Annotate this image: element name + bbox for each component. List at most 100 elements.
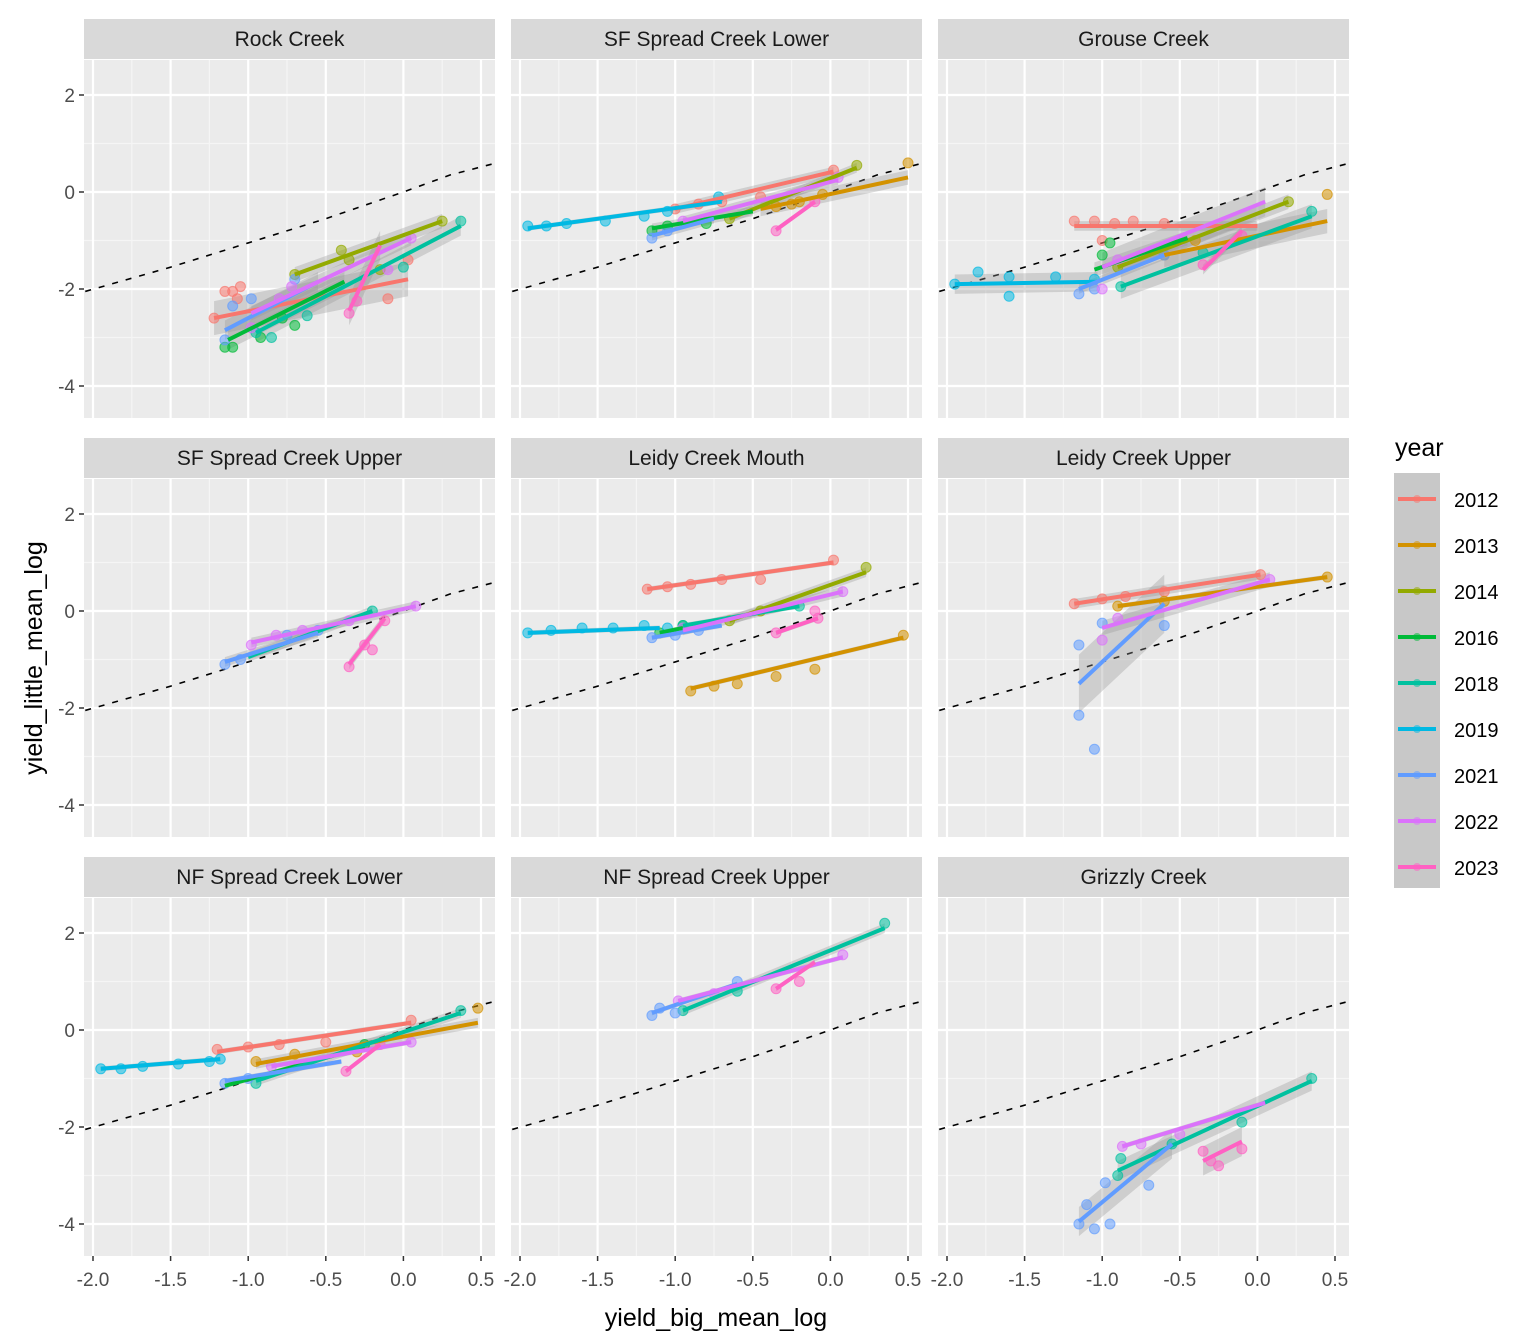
facet-strip <box>84 19 495 59</box>
panel-content <box>512 554 922 712</box>
panel-background <box>938 898 1349 1256</box>
fit-line-2021 <box>1077 602 1166 686</box>
legend-label: 2012 <box>1454 490 1499 512</box>
fit-line-2014 <box>1117 199 1290 270</box>
data-point-2023 <box>809 605 821 617</box>
fit-line-2021 <box>1077 1142 1174 1224</box>
x-tick-label: -1.0 <box>232 1270 265 1291</box>
legend-key-point <box>1413 541 1421 549</box>
reference-line <box>512 162 922 293</box>
fit-line-2018 <box>1120 214 1313 289</box>
legend-item-2018: 2018 <box>1398 674 1499 696</box>
data-point-2021 <box>1088 1223 1100 1235</box>
fit-line-2013 <box>690 635 904 691</box>
fit-line-2018 <box>682 926 886 1013</box>
legend-item-2013: 2013 <box>1398 536 1499 558</box>
panel-background <box>84 898 495 1256</box>
legend-key-point <box>1413 817 1421 825</box>
x-tick-label: -1.0 <box>1086 1270 1119 1291</box>
fit-line-2018 <box>255 224 462 335</box>
fit-line-2022 <box>1101 199 1266 270</box>
x-tick-label: 0.0 <box>390 1270 416 1291</box>
facet-panel: Leidy Creek Mouth <box>511 438 922 837</box>
data-point-2012 <box>382 293 394 305</box>
data-point-2013 <box>1321 188 1333 200</box>
fit-line-2023 <box>774 200 817 232</box>
fit-line-2022 <box>250 236 413 316</box>
data-point-2016 <box>1104 237 1116 249</box>
panel-background <box>511 898 922 1256</box>
x-tick-label: -1.5 <box>154 1270 187 1291</box>
fit-line-2023 <box>775 616 819 635</box>
fit-line-2016 <box>659 626 684 635</box>
data-point-2018 <box>879 917 891 929</box>
facet-title: NF Spread Creek Lower <box>176 866 402 889</box>
facet-title: SF Spread Creek Lower <box>604 28 829 51</box>
facet-title: SF Spread Creek Upper <box>177 447 402 470</box>
panel-content <box>85 581 495 712</box>
facet-strip <box>511 438 922 478</box>
legend-label: 2023 <box>1454 858 1499 880</box>
data-point-2018 <box>1306 205 1318 217</box>
legend-item-2022: 2022 <box>1398 812 1499 834</box>
panel-background <box>511 60 922 418</box>
reference-line <box>939 1000 1349 1131</box>
legend-item-2021: 2021 <box>1398 766 1499 788</box>
data-point-2018 <box>301 310 313 322</box>
y-tick-label: 0 <box>64 183 75 204</box>
panel-content <box>85 162 495 353</box>
facet-panel: SF Spread Creek Upper 2 0 -2 -4 <box>58 438 495 837</box>
x-tick-label: -2.0 <box>504 1270 537 1291</box>
data-point-2014 <box>860 561 872 573</box>
data-point-2021 <box>1073 639 1085 651</box>
fit-line-2023 <box>1202 1139 1243 1163</box>
fit-line-2023 <box>347 244 382 312</box>
y-tick-label: 2 <box>64 86 75 107</box>
y-tick-label: 0 <box>64 602 75 623</box>
data-point-2021 <box>1099 1177 1111 1189</box>
facet-panel: NF Spread Creek Upper -2.0 -1.5 -1.0 -0.5 0.0… <box>504 857 922 1291</box>
reference-line <box>85 581 495 712</box>
x-tick-label: -2.0 <box>77 1270 110 1291</box>
reference-line <box>85 1000 495 1131</box>
fit-line-2022 <box>1121 1100 1266 1149</box>
data-point-2019 <box>1003 271 1015 283</box>
data-point-2023 <box>366 644 378 656</box>
x-tick-label: 0.5 <box>1322 1270 1348 1291</box>
x-tick-label: 0.5 <box>895 1270 921 1291</box>
data-point-2013 <box>770 670 782 682</box>
fit-line-2013 <box>760 175 909 211</box>
fit-line-2016 <box>227 279 346 342</box>
fit-line-2019 <box>527 199 723 231</box>
facet-panel: Grouse Creek <box>938 19 1349 418</box>
fit-line-2023 <box>347 617 387 666</box>
fit-line-2022 <box>1101 577 1271 630</box>
panel-background <box>938 479 1349 837</box>
facet-title: Grizzly Creek <box>1080 866 1207 889</box>
legend-label: 2022 <box>1454 812 1499 834</box>
y-tick-label: -4 <box>58 377 75 398</box>
fit-line-2022 <box>682 589 844 633</box>
data-point-2023 <box>1236 1143 1248 1155</box>
data-point-2019 <box>1050 271 1062 283</box>
legend-item-2014: 2014 <box>1398 582 1499 604</box>
data-point-2019 <box>972 266 984 278</box>
y-tick-label: -2 <box>58 280 75 301</box>
data-point-2021 <box>669 1007 681 1019</box>
facet-strip <box>511 19 922 59</box>
fit-line-2023 <box>774 960 817 991</box>
fit-line-2018 <box>1116 1079 1313 1173</box>
fit-line-2022 <box>677 955 844 1003</box>
x-tick-label: -0.5 <box>1163 1270 1196 1291</box>
fit-line-2019 <box>100 1057 221 1071</box>
legend-key-point <box>1413 725 1421 733</box>
y-tick-label: -2 <box>58 1118 75 1139</box>
x-tick-label: 0.0 <box>1244 1270 1270 1291</box>
data-point-2018 <box>455 215 467 227</box>
x-tick-label: -0.5 <box>736 1270 769 1291</box>
data-point-2021 <box>1081 1199 1093 1211</box>
panel-content <box>85 1000 495 1131</box>
facet-strip <box>84 438 495 478</box>
x-tick-label: -2.0 <box>931 1270 964 1291</box>
